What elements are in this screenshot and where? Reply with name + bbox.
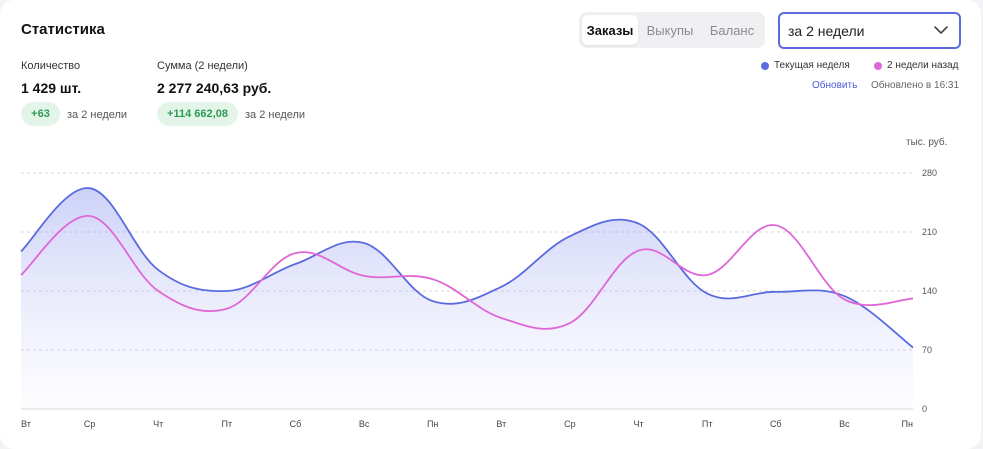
x-tick-label: Сб [290,419,302,429]
series-line-previous [20,215,914,330]
sum-label: Сумма (2 недели) [157,60,248,72]
legend-current-dot [761,61,769,70]
legend-current: Текущая неделя [761,60,850,71]
tab-balance[interactable]: Баланс [709,22,755,38]
sum-delta-note: за 2 недели [245,109,306,121]
x-tick-label: Ср [564,419,576,429]
quantity-delta-badge: +63 [21,102,60,126]
x-tick-label: Вс [359,419,370,429]
tab-buyouts[interactable]: Выкупы [646,22,694,38]
quantity-label: Количество [21,60,81,72]
quantity-delta-note: за 2 недели [67,109,128,121]
y-tick-label: 210 [922,227,937,237]
period-select-value: за 2 недели [788,22,865,39]
y-tick-label: 0 [922,404,927,414]
y-tick-label: 280 [922,168,937,178]
x-tick-label: Вс [839,419,850,429]
x-tick-label: Пн [902,419,913,429]
legend-previous-label: 2 недели назад [887,60,959,71]
series-area-current [21,188,913,409]
quantity-value: 1 429 шт. [21,80,82,96]
x-tick-label: Чт [633,419,643,429]
refresh-link[interactable]: Обновить [812,80,858,91]
x-tick-label: Чт [153,419,163,429]
legend-current-label: Текущая неделя [774,60,850,71]
sum-delta-badge: +114 662,08 [157,102,238,126]
sum-value: 2 277 240,63 руб. [157,80,272,96]
tab-orders[interactable]: Заказы [582,15,638,45]
updated-time: Обновлено в 16:31 [871,80,960,91]
x-tick-label: Пн [427,419,438,429]
period-select[interactable]: за 2 недели [778,12,961,49]
series-line-current [20,187,914,349]
x-tick-label: Пт [222,419,233,429]
y-tick-label: 140 [922,286,937,296]
x-tick-label: Сб [770,419,782,429]
y-axis-unit: тыс. руб. [906,137,948,148]
x-tick-label: Вт [496,419,506,429]
x-tick-label: Вт [21,419,31,429]
page-title: Статистика [21,21,105,38]
y-tick-label: 70 [922,345,932,355]
tabs-bar: Заказы Выкупы Баланс [579,12,765,48]
legend-previous: 2 недели назад [874,60,958,71]
x-tick-label: Пт [702,419,713,429]
chevron-down-icon [934,26,948,34]
x-tick-label: Ср [84,419,96,429]
legend-previous-dot [874,61,882,70]
